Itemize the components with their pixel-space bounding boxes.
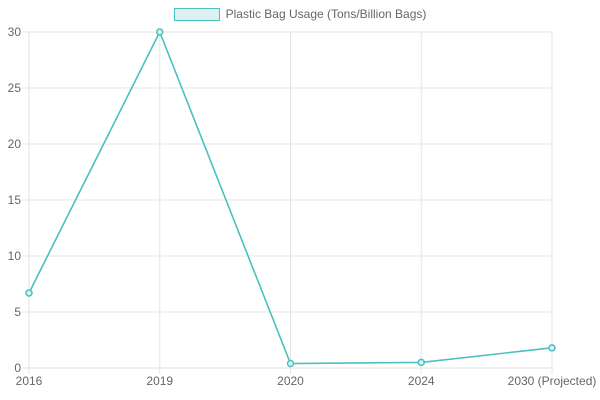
data-point[interactable]: [548, 344, 556, 352]
data-point[interactable]: [417, 358, 425, 367]
x-tick-label: 2024: [408, 374, 435, 388]
x-tick-label: 2016: [16, 374, 43, 388]
x-tick-label: 2020: [277, 374, 304, 388]
data-point[interactable]: [25, 289, 33, 297]
y-tick-label: 20: [8, 137, 22, 151]
y-tick-label: 30: [8, 25, 22, 39]
y-tick-label: 10: [8, 249, 22, 263]
x-tick-label: 2019: [146, 374, 173, 388]
legend-label: Plastic Bag Usage (Tons/Billion Bags): [225, 7, 427, 21]
y-tick-label: 15: [8, 193, 22, 207]
data-point[interactable]: [156, 28, 164, 36]
legend-item[interactable]: Plastic Bag Usage (Tons/Billion Bags): [0, 7, 600, 21]
y-tick-label: 25: [8, 81, 22, 95]
y-tick-label: 0: [14, 361, 21, 375]
x-tick-label: 2030 (Projected): [508, 374, 597, 388]
data-point[interactable]: [286, 359, 295, 368]
legend-swatch-icon: [173, 7, 220, 21]
y-tick-label: 5: [14, 305, 21, 319]
